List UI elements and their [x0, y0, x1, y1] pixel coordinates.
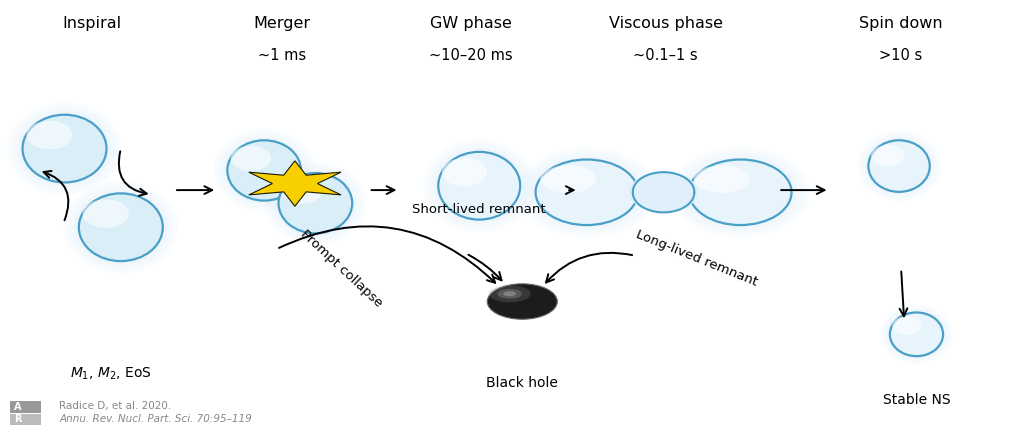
Text: R: R [14, 414, 22, 424]
Ellipse shape [282, 178, 323, 204]
Ellipse shape [871, 145, 905, 166]
Ellipse shape [218, 133, 310, 208]
Ellipse shape [274, 170, 356, 237]
Text: A: A [14, 402, 22, 412]
Ellipse shape [629, 172, 698, 212]
Ellipse shape [63, 181, 178, 273]
Text: Short-lived remnant: Short-lived remnant [413, 203, 546, 216]
Ellipse shape [433, 148, 525, 224]
Ellipse shape [487, 284, 557, 319]
Text: Merger: Merger [253, 16, 310, 31]
Ellipse shape [868, 140, 930, 192]
Text: Black hole: Black hole [486, 376, 558, 390]
Text: Long-lived remnant: Long-lived remnant [634, 227, 759, 288]
Ellipse shape [27, 121, 73, 149]
Text: Spin down: Spin down [859, 16, 943, 31]
Ellipse shape [890, 312, 943, 356]
Ellipse shape [498, 289, 522, 299]
Ellipse shape [864, 137, 934, 195]
Ellipse shape [265, 162, 366, 244]
Text: Annu. Rev. Nucl. Part. Sci. 70:95–119: Annu. Rev. Nucl. Part. Sci. 70:95–119 [59, 414, 252, 424]
Ellipse shape [7, 103, 122, 194]
Bar [10, 414, 41, 425]
Ellipse shape [428, 144, 530, 228]
Ellipse shape [536, 160, 638, 225]
Text: Prompt collapse: Prompt collapse [298, 228, 384, 310]
Ellipse shape [504, 291, 516, 296]
Polygon shape [249, 161, 341, 206]
Ellipse shape [424, 140, 535, 232]
Ellipse shape [677, 152, 804, 233]
Ellipse shape [83, 199, 129, 228]
Ellipse shape [17, 111, 112, 187]
Text: >10 s: >10 s [880, 49, 923, 63]
Ellipse shape [223, 137, 305, 204]
Ellipse shape [69, 185, 173, 269]
Ellipse shape [79, 193, 163, 261]
Ellipse shape [488, 285, 530, 302]
Ellipse shape [881, 305, 952, 364]
Ellipse shape [227, 140, 301, 201]
Bar [10, 401, 41, 413]
Ellipse shape [23, 114, 106, 183]
Ellipse shape [857, 131, 941, 201]
Ellipse shape [279, 173, 352, 233]
Ellipse shape [442, 158, 487, 187]
Ellipse shape [671, 148, 810, 237]
Ellipse shape [517, 148, 656, 237]
Ellipse shape [269, 166, 361, 241]
Ellipse shape [230, 146, 271, 171]
Ellipse shape [887, 310, 946, 359]
Ellipse shape [523, 152, 650, 233]
Ellipse shape [884, 307, 949, 361]
Ellipse shape [541, 165, 596, 193]
Text: ~0.1–1 s: ~0.1–1 s [633, 49, 698, 63]
Ellipse shape [529, 156, 644, 229]
Ellipse shape [683, 156, 798, 229]
Ellipse shape [438, 152, 520, 220]
Ellipse shape [74, 189, 168, 265]
Text: GW phase: GW phase [430, 16, 512, 31]
Ellipse shape [689, 160, 792, 225]
Text: $M_1$, $M_2$, EoS: $M_1$, $M_2$, EoS [70, 366, 152, 382]
Ellipse shape [861, 134, 937, 198]
Text: Stable NS: Stable NS [883, 393, 950, 407]
Text: Viscous phase: Viscous phase [608, 16, 723, 31]
Text: Radice D, et al. 2020.: Radice D, et al. 2020. [59, 401, 172, 411]
Ellipse shape [214, 129, 314, 212]
Ellipse shape [694, 165, 750, 193]
Ellipse shape [892, 316, 922, 335]
Text: Inspiral: Inspiral [62, 16, 122, 31]
Text: ~10–20 ms: ~10–20 ms [429, 49, 513, 63]
Ellipse shape [12, 107, 117, 191]
Ellipse shape [633, 173, 694, 212]
Text: ~1 ms: ~1 ms [258, 49, 305, 63]
